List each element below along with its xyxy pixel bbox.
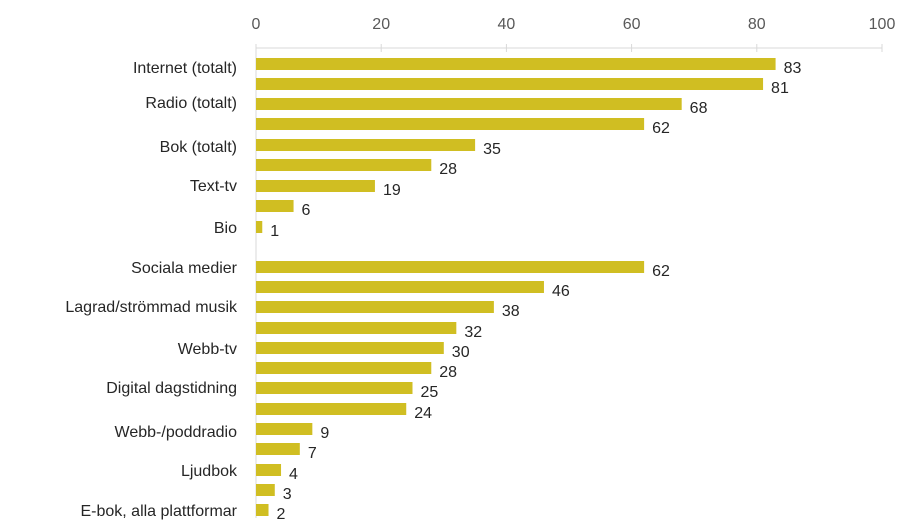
bar: [256, 78, 764, 90]
bar-value-label: 9: [320, 425, 329, 442]
bar: [256, 159, 432, 171]
bar: [256, 322, 457, 334]
bar: [256, 443, 300, 455]
bar-value-label: 1: [270, 223, 279, 240]
bar: [256, 382, 413, 394]
x-tick-label: 60: [623, 16, 641, 33]
bar: [256, 484, 275, 496]
bar: [256, 362, 432, 374]
x-tick-label: 80: [748, 16, 766, 33]
bar: [256, 504, 269, 516]
bar-value-label: 30: [452, 344, 470, 361]
bar-value-label: 38: [502, 303, 520, 320]
bar: [256, 180, 375, 192]
bar: [256, 200, 294, 212]
category-label: Sociala medier: [131, 260, 238, 277]
category-label: Ljudbok: [181, 463, 238, 480]
category-label: Bio: [214, 220, 237, 237]
category-labels: Internet (totalt) Radio (totalt) Bok (tota…: [65, 60, 238, 520]
category-label: Webb-tv: [178, 341, 237, 358]
bar: [256, 464, 282, 476]
bars: [256, 58, 776, 516]
bar: [256, 118, 645, 130]
bar-value-label: 35: [483, 141, 501, 158]
bar-value-label: 62: [652, 263, 670, 280]
bar: [256, 403, 407, 415]
bar: [256, 221, 263, 233]
bar-value-label: 2: [277, 506, 286, 521]
category-label: Webb-/poddradio: [115, 424, 238, 441]
bar: [256, 58, 776, 70]
bar: [256, 423, 313, 435]
bar: [256, 301, 494, 313]
bar-value-label: 68: [690, 100, 708, 117]
bar-value-label: 24: [414, 405, 432, 422]
bar: [256, 139, 476, 151]
bar: [256, 342, 444, 354]
bar-value-label: 6: [302, 202, 311, 219]
x-tick-label: 0: [252, 16, 261, 33]
category-label: Internet (totalt): [133, 60, 237, 77]
category-label: Digital dagstidning: [106, 380, 237, 397]
bar: [256, 281, 544, 293]
category-label: E-bok, alla plattformar: [80, 503, 237, 520]
bar-value-label: 28: [439, 161, 457, 178]
x-tick-label: 100: [869, 16, 896, 33]
bar-value-label: 19: [383, 182, 401, 199]
category-label: Text-tv: [190, 178, 237, 195]
bar-value-label: 81: [771, 80, 789, 97]
bar-value-label: 25: [421, 384, 439, 401]
bar: [256, 261, 645, 273]
bar: [256, 98, 682, 110]
x-tick-label: 20: [372, 16, 390, 33]
category-label: Lagrad/strömmad musik: [65, 299, 238, 316]
bar-value-label: 3: [283, 486, 292, 503]
bar-value-label: 46: [552, 283, 570, 300]
bar-value-label: 83: [784, 60, 802, 77]
bar-value-label: 28: [439, 364, 457, 381]
category-label: Bok (totalt): [160, 139, 237, 156]
category-label: Radio (totalt): [145, 95, 237, 112]
x-tick-label: 40: [498, 16, 516, 33]
bar-value-label: 7: [308, 445, 317, 462]
bar-value-label: 4: [289, 466, 298, 483]
bar-value-label: 62: [652, 120, 670, 137]
bar-value-label: 32: [464, 324, 482, 341]
